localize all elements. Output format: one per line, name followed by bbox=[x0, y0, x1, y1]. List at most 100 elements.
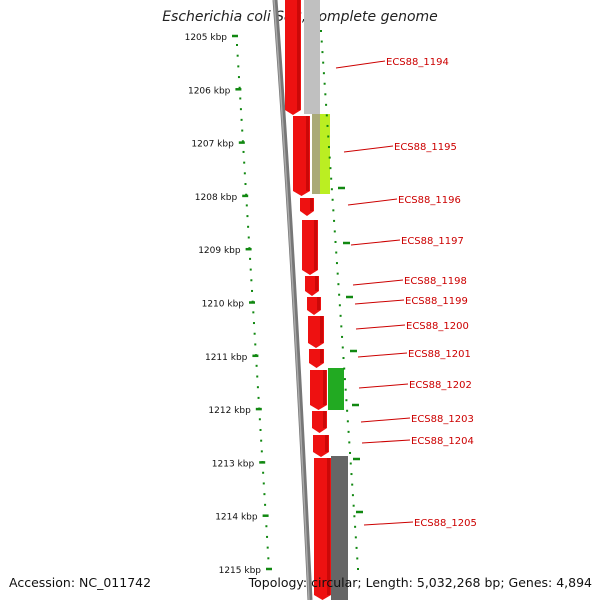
scale-dot-outer bbox=[349, 451, 352, 454]
scale-dot-outer bbox=[320, 30, 322, 32]
scale-dot-inner bbox=[255, 364, 258, 367]
tick-label: 1213 kbp bbox=[212, 459, 255, 469]
scale-dot-outer bbox=[331, 198, 334, 201]
scale-dot-inner bbox=[259, 428, 262, 431]
forward-gene-arrow bbox=[285, 110, 301, 115]
scale-dot-inner bbox=[240, 118, 243, 121]
scale-dot-outer bbox=[325, 103, 328, 106]
gene-label: ECS88_1202 bbox=[409, 380, 472, 391]
scale-dot-inner bbox=[262, 482, 265, 485]
backbone-highlight bbox=[273, 0, 310, 600]
forward-gene-shade bbox=[317, 297, 320, 310]
accession-text: Accession: NC_011742 bbox=[9, 575, 152, 590]
scale-dot-inner bbox=[260, 439, 263, 442]
tick-label: 1205 kbp bbox=[185, 33, 228, 43]
scale-dot-outer bbox=[354, 525, 357, 528]
scale-dot-outer bbox=[355, 546, 358, 549]
tick-label: 1207 kbp bbox=[191, 140, 234, 150]
forward-gene-arrow bbox=[313, 452, 329, 457]
scale-dot-outer bbox=[357, 568, 359, 570]
scale-dot-inner bbox=[237, 65, 240, 68]
gene-labels: ECS88_1194 ECS88_1195 ECS88_1196 ECS88_1197… bbox=[335, 57, 477, 529]
gene-leader-line bbox=[355, 324, 406, 330]
scale-dot-inner bbox=[264, 503, 267, 506]
scale-dot-inner bbox=[254, 343, 257, 346]
scale-dot-outer bbox=[352, 504, 355, 507]
scale-dot-outer bbox=[343, 378, 346, 381]
forward-gene-arrow bbox=[312, 428, 327, 433]
scale-dot-inner bbox=[257, 396, 260, 399]
scale-dot-outer bbox=[343, 367, 346, 370]
highlight-gene-yellow bbox=[320, 114, 330, 194]
scale-dot-outer bbox=[335, 262, 338, 265]
scale-dot-outer bbox=[356, 557, 359, 560]
scale-dot-inner bbox=[236, 44, 238, 46]
scale-dot-outer bbox=[341, 335, 344, 338]
scale-dot-inner bbox=[252, 311, 255, 314]
forward-gene-shade bbox=[306, 116, 309, 191]
forward-gene-arrow bbox=[302, 270, 318, 275]
scale-dot-inner bbox=[246, 215, 249, 218]
tick-label: 1211 kbp bbox=[205, 353, 248, 363]
scale-dot-outer bbox=[322, 61, 325, 64]
scale-dot-inner bbox=[236, 54, 239, 57]
gene-leader-line bbox=[343, 145, 394, 153]
forward-gene-shade bbox=[297, 0, 300, 110]
forward-gene-block bbox=[314, 458, 331, 595]
gene-leader-line bbox=[354, 299, 405, 305]
scale-dot-inner bbox=[267, 557, 270, 560]
reverse-gene-dark bbox=[331, 456, 348, 600]
forward-gene-arrow bbox=[310, 405, 327, 410]
scale-dot-inner bbox=[256, 375, 259, 378]
forward-gene-arrow bbox=[305, 291, 319, 296]
scale-dot-outer bbox=[351, 494, 354, 497]
forward-gene-arrow bbox=[307, 310, 321, 315]
gene-label: ECS88_1203 bbox=[411, 414, 474, 425]
scale-dot-outer bbox=[338, 304, 341, 307]
scale-dot-inner bbox=[244, 183, 247, 186]
scale-dot-outer bbox=[330, 188, 333, 191]
scale-dot-outer bbox=[351, 483, 354, 486]
scale-dot-outer bbox=[336, 272, 339, 275]
gene-leader-line bbox=[358, 383, 409, 389]
tick-label: 1208 kbp bbox=[195, 193, 238, 203]
forward-gene-arrow bbox=[300, 211, 314, 216]
scale-dot-inner bbox=[245, 204, 248, 207]
gene-label: ECS88_1194 bbox=[386, 57, 449, 68]
scale-dot-inner bbox=[247, 236, 250, 239]
tick-label: 1210 kbp bbox=[202, 300, 245, 310]
gene-leader-line bbox=[347, 198, 398, 206]
tick-label: 1215 kbp bbox=[219, 566, 262, 576]
gene-label: ECS88_1199 bbox=[405, 296, 468, 307]
scale-dot-inner bbox=[237, 76, 240, 79]
scale-dot-outer bbox=[321, 51, 324, 54]
highlight-gene-green bbox=[328, 368, 344, 410]
forward-gene-arrow bbox=[308, 343, 324, 348]
scale-dot-outer bbox=[346, 409, 349, 412]
gene-leader-line bbox=[360, 417, 411, 423]
gene-label: ECS88_1197 bbox=[401, 236, 464, 247]
gene-label: ECS88_1204 bbox=[411, 436, 474, 447]
scale-dot-outer bbox=[324, 93, 327, 96]
scale-dot-inner bbox=[247, 225, 250, 228]
scale-dot-outer bbox=[339, 314, 342, 317]
forward-gene-arrow bbox=[293, 191, 310, 196]
forward-gene-shade bbox=[310, 198, 313, 211]
scale-dot-outer bbox=[346, 420, 349, 423]
gene-label: ECS88_1198 bbox=[404, 276, 467, 287]
gene-label: ECS88_1205 bbox=[414, 518, 477, 529]
scale-dot-inner bbox=[241, 129, 244, 132]
scale-dot-outer bbox=[344, 388, 347, 391]
scale-dot-inner bbox=[262, 471, 265, 474]
scale-dot-inner bbox=[266, 546, 269, 549]
tick-label: 1212 kbp bbox=[208, 406, 251, 416]
forward-gene-shade bbox=[325, 435, 328, 452]
scale-dot-inner bbox=[249, 257, 252, 260]
scale-dot-outer bbox=[327, 135, 330, 138]
scale-dot-outer bbox=[329, 167, 332, 170]
scale-dot-inner bbox=[253, 332, 256, 335]
scale-dot-outer bbox=[354, 536, 357, 539]
scale-dot-outer bbox=[338, 293, 341, 296]
